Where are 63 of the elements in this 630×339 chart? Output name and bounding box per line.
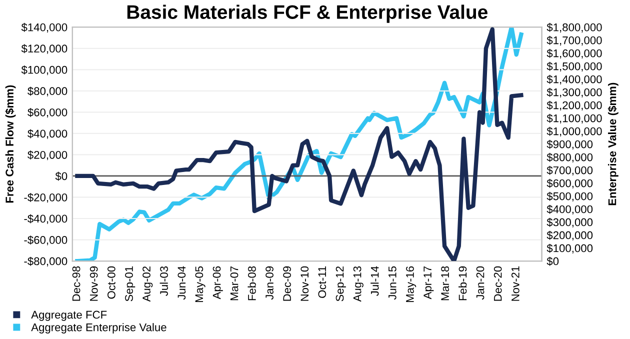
x-tick-label: Jun-04 (178, 266, 186, 300)
y2-tick-label: $1,300,000 (546, 88, 602, 98)
y-tick-label: $100,000 (21, 65, 68, 76)
x-tick-label: Sep-12 (336, 266, 346, 302)
legend-label: Aggregate FCF (31, 310, 107, 321)
y-tick-label: $20,000 (28, 150, 68, 160)
y2-tick-label: $1,800,000 (546, 22, 602, 33)
chart-title: Basic Materials FCF & Enterprise Value (127, 4, 488, 23)
x-tick-label: Aug-13 (353, 266, 364, 302)
y-axis-title: Free Cash Flow ($mm) (5, 85, 16, 203)
x-tick-label: Feb-08 (248, 266, 256, 300)
y2-tick-label: $500,000 (546, 192, 593, 202)
x-tick-label: Jul-03 (160, 266, 168, 296)
x-tick-label: Jan-09 (266, 266, 274, 300)
x-tick-label: Nov-21 (511, 266, 520, 301)
x-tick-label: Nov-10 (300, 266, 309, 301)
x-tick-label: Apr-06 (212, 266, 223, 300)
y-tick-label: $0 (55, 172, 68, 181)
y-tick-label: -$20,000 (24, 193, 68, 203)
y2-axis-title: Enterprise Value ($mm) (608, 82, 618, 206)
y2-tick-label: $600,000 (546, 178, 593, 189)
y2-tick-label: $1,500,000 (546, 62, 602, 72)
y2-tick-label: $400,000 (546, 204, 593, 214)
x-tick-label: Feb-19 (458, 266, 467, 300)
y2-tick-label: $1,400,000 (546, 74, 602, 85)
y-tick-label: $60,000 (28, 108, 68, 118)
y2-tick-label: $1,600,000 (546, 48, 602, 59)
y-tick-label: $140,000 (21, 22, 68, 33)
y2-tick-label: $700,000 (546, 166, 593, 176)
y-tick-label: $80,000 (28, 86, 68, 96)
x-tick-label: May-16 (406, 266, 416, 302)
x-tick-label: Jul-14 (370, 266, 379, 296)
y2-tick-label: $100,000 (546, 244, 593, 254)
line-series (75, 27, 524, 262)
y2-tick-label: $1,100,000 (546, 114, 602, 124)
x-tick-label: Jan-20 (476, 266, 484, 300)
x-tick-label: Mar-07 (230, 266, 238, 300)
x-tick-label: Aug-02 (142, 266, 153, 302)
y-tick-label: $40,000 (28, 129, 68, 139)
y2-tick-label: $800,000 (546, 152, 593, 163)
x-tick-label: Jun-15 (388, 266, 396, 300)
y-tick-label: -$60,000 (24, 236, 68, 246)
x-tick-label: Dec-98 (72, 266, 80, 301)
y2-tick-label: $200,000 (546, 230, 593, 240)
legend-label: Aggregate Enterprise Value (31, 323, 166, 334)
y2-tick-label: $900,000 (546, 140, 593, 150)
x-tick-label: Dec-09 (283, 266, 291, 301)
y2-tick-label: $0 (546, 256, 559, 266)
y2-tick-label: $1,200,000 (546, 100, 602, 111)
x-tick-label: Sep-01 (125, 266, 136, 302)
x-tick-label: May-05 (195, 266, 206, 302)
x-tick-label: Oct-11 (318, 266, 326, 298)
y2-tick-label: $1,700,000 (546, 36, 602, 46)
x-tick-label: Nov-99 (90, 266, 98, 301)
x-tick-label: Dec-20 (494, 266, 502, 301)
y2-tick-label: $300,000 (546, 218, 593, 228)
y-tick-label: -$40,000 (24, 214, 68, 224)
x-tick-label: Oct-00 (107, 266, 116, 299)
x-tick-label: Mar-18 (441, 266, 449, 300)
y-tick-label: $120,000 (21, 44, 68, 54)
y2-tick-label: $1,000,000 (546, 126, 602, 137)
y-tick-label: -$80,000 (24, 256, 68, 266)
x-tick-label: Apr-17 (424, 266, 434, 300)
